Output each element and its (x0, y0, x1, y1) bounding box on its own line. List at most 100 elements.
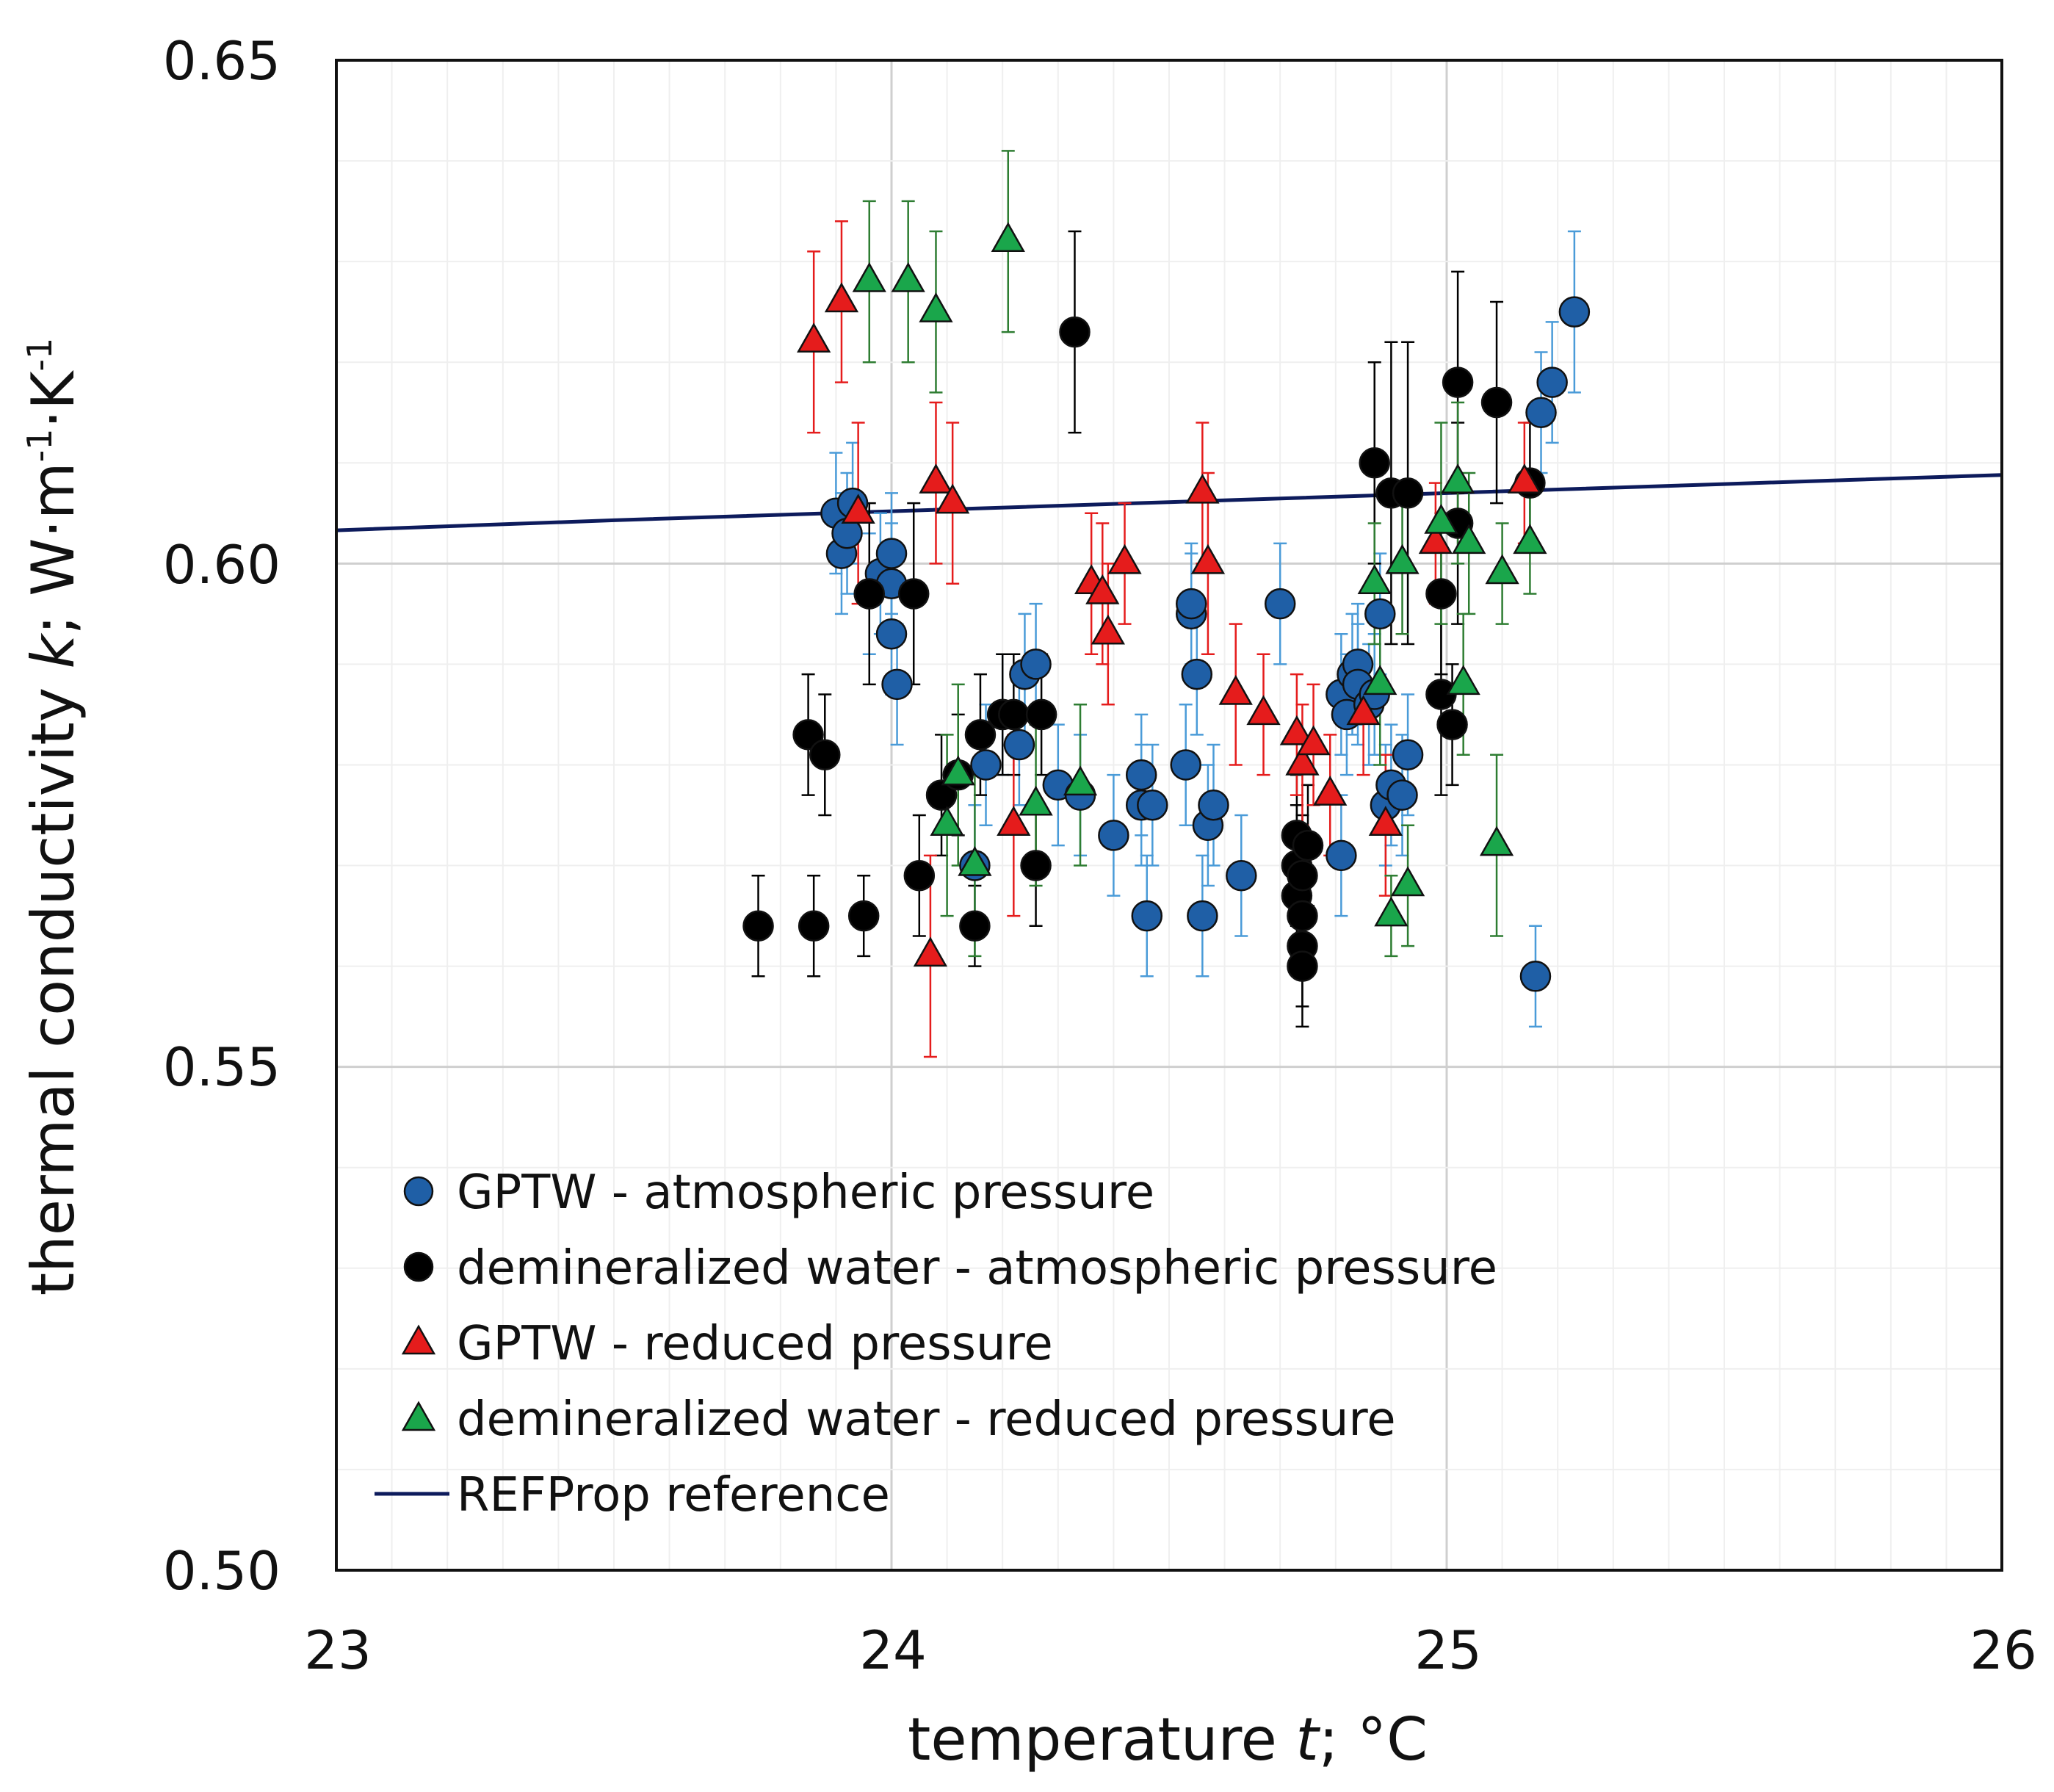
y-tick-label: 0.50 (163, 1540, 281, 1602)
data-point-series-3 (852, 262, 886, 292)
data-point-series-2 (1190, 543, 1226, 574)
data-point-series-3 (1440, 463, 1475, 494)
data-point-series-0 (1020, 648, 1052, 680)
data-point-series-1 (1287, 950, 1318, 982)
y-tick-label: 0.60 (163, 534, 281, 596)
data-point-series-1 (903, 859, 936, 892)
data-point-series-1 (798, 910, 830, 942)
data-point-series-2 (1218, 674, 1253, 705)
data-point-series-3 (1357, 564, 1392, 594)
y-axis-title-unit: ; W·m (19, 462, 87, 635)
data-point-series-1 (1287, 859, 1318, 892)
data-point-series-1 (742, 910, 774, 942)
data-point-series-1 (1480, 386, 1513, 419)
data-point-series-2 (1346, 695, 1381, 726)
data-point-series-1 (959, 910, 991, 942)
data-point-series-0 (1392, 739, 1424, 771)
data-point-series-2 (997, 806, 1031, 836)
data-point-series-2 (936, 483, 970, 514)
data-point-series-1 (809, 739, 841, 771)
legend-marker-gptw-atmospheric (403, 1176, 434, 1207)
data-point-series-1 (1392, 477, 1424, 509)
data-point-series-2 (919, 463, 953, 494)
data-point-series-2 (824, 282, 859, 313)
data-point-series-3 (1063, 765, 1098, 796)
data-point-series-3 (941, 755, 975, 786)
data-point-series-3 (1485, 554, 1519, 585)
data-point-series-0 (1198, 790, 1229, 821)
data-point-series-1 (1025, 698, 1057, 731)
data-point-series-2 (841, 494, 875, 524)
data-point-series-3 (1374, 896, 1408, 927)
data-point-series-3 (1452, 524, 1486, 554)
y-axis-title-exp1: -1 (20, 428, 59, 462)
data-point-series-3 (1019, 785, 1053, 816)
data-point-series-0 (1170, 749, 1201, 781)
data-point-series-3 (958, 846, 992, 876)
data-point-series-2 (1368, 806, 1403, 836)
x-tick-label: 26 (1970, 1619, 2037, 1681)
data-point-series-1 (792, 719, 824, 751)
legend-label-demineralized-atmospheric: demineralized water - atmospheric pressu… (457, 1241, 1497, 1296)
data-point-series-3 (1513, 524, 1547, 554)
y-axis-title-unit2: ·K (19, 369, 87, 428)
data-point-series-3 (1424, 503, 1458, 534)
data-point-series-0 (875, 538, 908, 569)
x-axis-title-unit: ; °C (1319, 1705, 1428, 1774)
data-point-series-1 (1436, 709, 1468, 740)
data-point-series-2 (1091, 614, 1125, 645)
legend-label-demineralized-reduced: demineralized water - reduced pressure (457, 1392, 1396, 1447)
data-point-series-0 (1525, 397, 1557, 428)
data-point-series-2 (1279, 715, 1315, 745)
legend-marker-demineralized-atmospheric (403, 1251, 434, 1282)
data-point-series-3 (1385, 543, 1420, 574)
data-point-series-2 (1185, 473, 1220, 504)
legend-label-gptw-atmospheric: GPTW - atmospheric pressure (457, 1166, 1154, 1220)
y-axis-title: thermal conductivity k; W·m-1·K-1 (19, 338, 87, 1296)
data-point-series-1 (925, 779, 958, 811)
data-point-series-3 (919, 292, 953, 322)
data-point-series-0 (1131, 900, 1163, 932)
x-axis-title: temperature t; °C (908, 1705, 1428, 1774)
data-point-series-1 (847, 900, 880, 932)
data-point-series-3 (991, 222, 1025, 252)
data-point-series-0 (1181, 658, 1213, 690)
data-point-series-1 (897, 578, 930, 610)
legend-label-gptw-reduced: GPTW - reduced pressure (457, 1317, 1053, 1371)
data-point-series-0 (1098, 820, 1129, 851)
data-point-series-0 (1125, 759, 1157, 791)
data-point-series-0 (1187, 900, 1218, 932)
x-tick-label: 23 (304, 1619, 372, 1681)
legend-label-refprop: REFProp reference (457, 1468, 890, 1522)
data-point-series-1 (1059, 316, 1091, 348)
data-point-series-1 (853, 578, 886, 610)
y-tick-label: 0.55 (163, 1036, 281, 1098)
x-tick-label: 24 (859, 1619, 927, 1681)
reference-line-layer (336, 473, 2003, 532)
data-point-series-1 (1020, 850, 1052, 881)
legend: GPTW - atmospheric pressure demineralize… (375, 1166, 1497, 1522)
tick-labels: 23 24 25 26 0.50 0.55 0.60 0.65 (163, 30, 2037, 1681)
data-point-series-3 (1479, 825, 1514, 856)
data-point-series-3 (930, 806, 964, 836)
data-point-series-2 (913, 936, 948, 967)
y-axis-title-text: thermal conductivity (19, 669, 87, 1296)
data-point-series-0 (1137, 790, 1168, 821)
data-point-series-0 (1386, 779, 1418, 811)
refprop-reference-line (336, 473, 2003, 532)
data-point-series-0 (1536, 366, 1568, 398)
data-point-series-1 (1292, 829, 1324, 861)
data-point-series-2 (1296, 725, 1331, 756)
data-point-series-2 (1246, 695, 1281, 726)
legend-marker-demineralized-reduced (401, 1401, 436, 1431)
data-point-series-1 (1442, 366, 1474, 398)
data-point-series-2 (1107, 543, 1142, 574)
data-point-series-0 (875, 618, 908, 650)
data-point-series-0 (1326, 839, 1357, 872)
plot-frame (335, 59, 2003, 1572)
data-point-series-2 (1085, 574, 1120, 604)
data-point-series-3 (891, 262, 925, 292)
data-point-series-0 (1558, 296, 1591, 328)
